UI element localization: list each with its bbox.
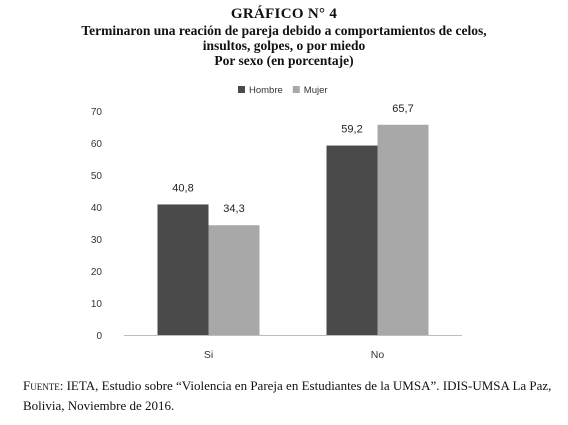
legend-label: Hombre — [249, 85, 283, 96]
y-tick-label: 70 — [91, 107, 103, 118]
data-label: 34,3 — [223, 203, 244, 215]
y-tick-label: 60 — [91, 139, 103, 150]
data-label: 65,7 — [392, 103, 413, 115]
chart-title-block: GRÁFICO N° 4 Terminaron una reación de p… — [0, 6, 568, 68]
chart-title-line-2: insultos, golpes, o por miedo — [202, 38, 366, 53]
y-tick-label: 30 — [91, 235, 103, 246]
bar-hombre-no — [326, 145, 378, 335]
source-note: Fuente: IETA, Estudio sobre “Violencia e… — [23, 376, 558, 416]
y-tick-label: 10 — [91, 299, 103, 310]
data-label: 40,8 — [172, 182, 193, 194]
bar-mujer-si — [208, 225, 260, 335]
data-label: 59,2 — [341, 124, 362, 136]
source-label: Fuente: — [23, 378, 64, 393]
bar-mujer-no — [377, 124, 429, 335]
chart-title-line-1: Terminaron una reación de pareja debido … — [81, 23, 487, 38]
y-tick-label: 50 — [91, 171, 103, 182]
source-text: IETA, Estudio sobre “Violencia en Pareja… — [23, 378, 552, 413]
y-tick-label: 40 — [91, 203, 103, 214]
bar-hombre-si — [157, 204, 209, 335]
legend-label: Mujer — [304, 85, 328, 96]
legend-swatch — [238, 86, 245, 93]
y-tick-label: 0 — [96, 331, 102, 342]
x-tick-label: Si — [204, 349, 213, 361]
chart-subtitle: Por sexo (en porcentaje) — [214, 53, 354, 68]
figure-number: GRÁFICO N° 4 — [230, 6, 338, 22]
legend-swatch — [292, 86, 300, 93]
y-tick-label: 20 — [91, 267, 103, 278]
x-tick-label: No — [371, 349, 385, 361]
